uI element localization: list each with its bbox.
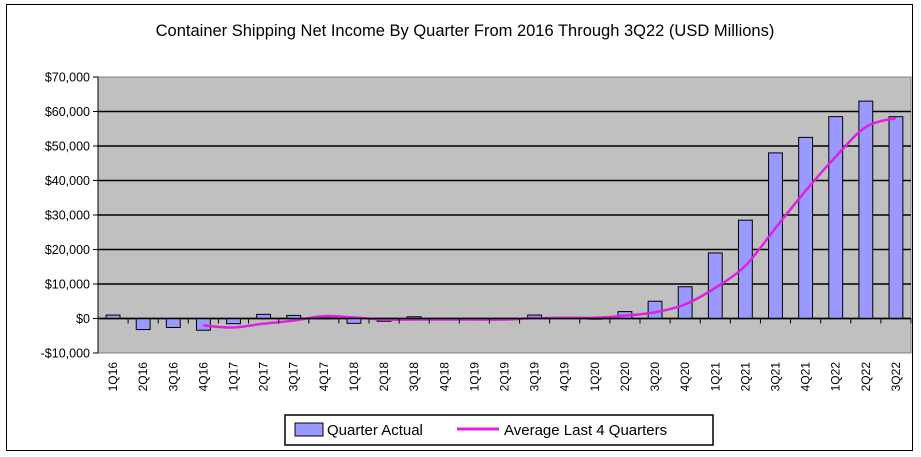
bar-2Q16 <box>135 318 151 331</box>
legend-swatch-bar <box>294 422 324 437</box>
x-tick-label: 1Q17 <box>227 362 241 392</box>
x-tick-label: 1Q19 <box>467 362 481 392</box>
bar-3Q16 <box>165 318 181 328</box>
x-tick-label: 2Q18 <box>377 362 391 392</box>
x-tick-label: 1Q22 <box>829 362 843 392</box>
x-tick-label: 4Q21 <box>799 362 813 392</box>
x-tick-label: 2Q16 <box>136 362 150 392</box>
legend-label-bar: Quarter Actual <box>327 422 423 439</box>
x-tick-label: 4Q17 <box>317 362 331 392</box>
bar-4Q21 <box>798 136 814 319</box>
y-axis-ticks: -$10,000 $0 $10,000 $20,000 $30,000 $40,000 $5… <box>41 71 99 361</box>
x-tick-label: 2Q21 <box>738 362 752 392</box>
y-tick-label: $20,000 <box>45 243 90 257</box>
bar-1Q17 <box>226 318 241 325</box>
chart-title: Container Shipping Net Income By Quarter… <box>156 22 775 40</box>
x-tick-label: 1Q21 <box>708 362 722 392</box>
bar-3Q22 <box>888 116 904 319</box>
x-tick-label: 2Q22 <box>859 362 873 392</box>
bar-3Q20 <box>647 300 663 319</box>
y-tick-label: $30,000 <box>45 209 90 223</box>
legend-label-line: Average Last 4 Quarters <box>504 422 667 439</box>
x-tick-label: 4Q20 <box>678 362 692 392</box>
y-tick-label: $40,000 <box>45 174 90 188</box>
bar-1Q22 <box>828 116 844 319</box>
x-tick-label: 3Q19 <box>528 362 542 392</box>
x-tick-label: 3Q20 <box>648 362 662 392</box>
x-tick-label: 2Q19 <box>498 362 512 392</box>
x-axis-ticks: 1Q16 2Q16 3Q16 4Q16 1Q17 2Q17 3Q17 4Q17 1Q18 2Q18… <box>97 317 912 392</box>
x-tick-label: 1Q18 <box>347 362 361 392</box>
y-tick-label: $50,000 <box>45 140 90 154</box>
chart-frame: Container Shipping Net Income By Quarter… <box>6 4 913 451</box>
x-tick-label: 3Q18 <box>407 362 421 392</box>
bar-2Q22 <box>858 100 874 320</box>
y-tick-label: $10,000 <box>45 278 90 292</box>
bar-4Q16 <box>195 318 211 331</box>
x-tick-label: 2Q17 <box>257 362 271 392</box>
y-tick-label: $70,000 <box>45 71 90 85</box>
x-tick-label: 3Q22 <box>889 362 903 392</box>
x-tick-label: 1Q16 <box>106 362 120 392</box>
y-tick-label: -$10,000 <box>41 347 90 361</box>
y-tick-label: $60,000 <box>45 105 90 119</box>
chart-svg: Container Shipping Net Income By Quarter… <box>41 22 912 446</box>
x-tick-label: 4Q16 <box>196 362 210 392</box>
x-tick-label: 3Q21 <box>769 362 783 392</box>
x-tick-label: 3Q16 <box>166 362 180 392</box>
x-tick-label: 4Q18 <box>437 362 451 392</box>
x-tick-label: 4Q19 <box>558 362 572 392</box>
x-tick-label: 2Q20 <box>618 362 632 392</box>
legend: Quarter Actual Average Last 4 Quarters <box>284 414 714 446</box>
y-tick-label: $0 <box>76 312 90 326</box>
x-tick-label: 3Q17 <box>287 362 301 392</box>
x-tick-label: 1Q20 <box>588 362 602 392</box>
